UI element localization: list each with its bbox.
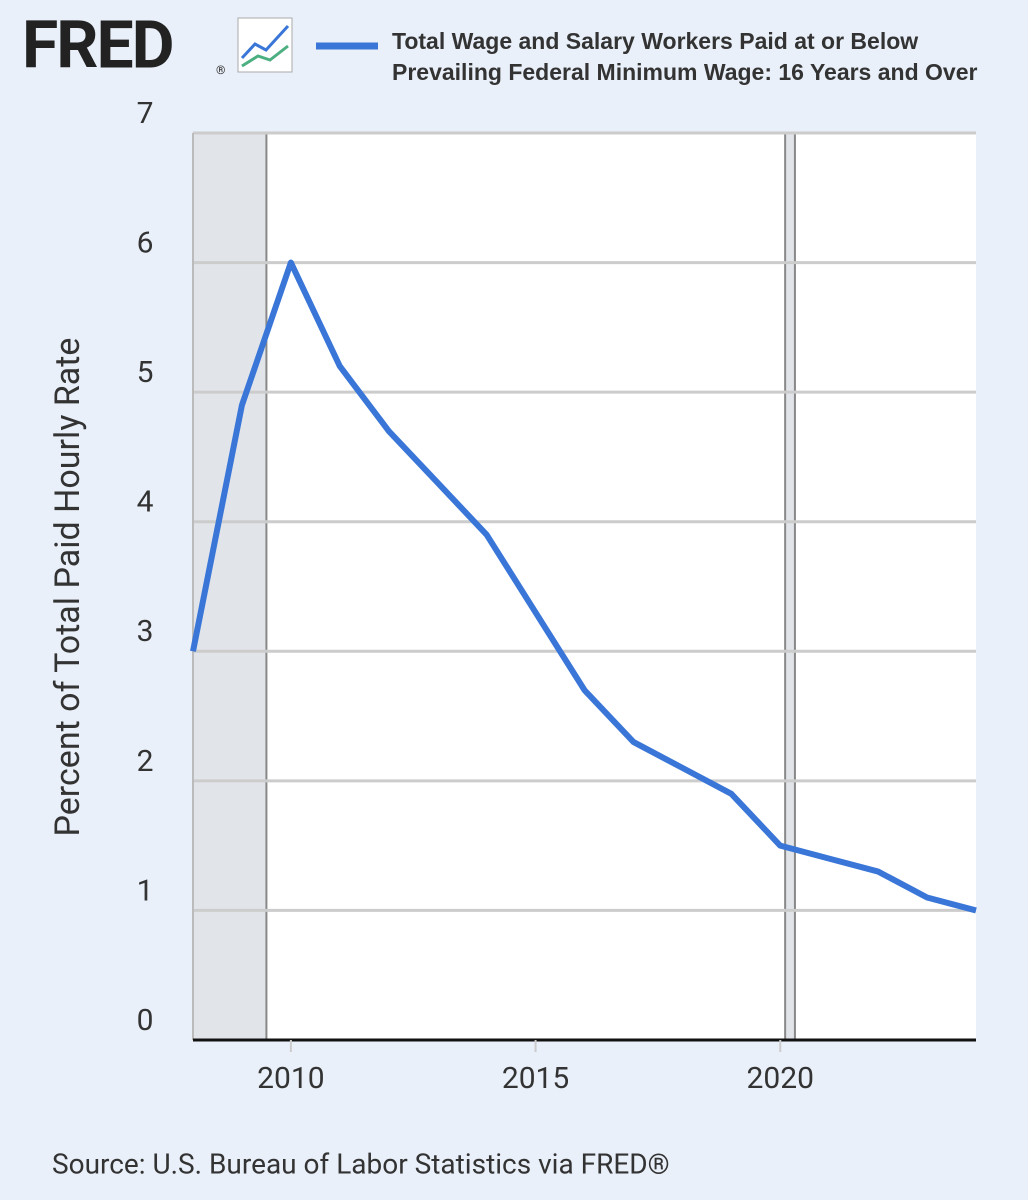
y-tick-label: 6 [137, 225, 154, 260]
x-tick-label: 2015 [502, 1061, 569, 1096]
y-tick-label: 2 [137, 744, 154, 779]
x-tick-label: 2020 [747, 1061, 814, 1096]
recession-shade [785, 133, 795, 1040]
data-line [190, 259, 977, 914]
logo: FRED [22, 7, 173, 84]
y-tick-label: 3 [137, 614, 154, 649]
y-tick-label: 7 [137, 96, 154, 131]
y-tick-label: 0 [137, 1003, 154, 1038]
legend-label: Total Wage and Salary Workers Paid at or… [392, 28, 978, 85]
source: Source: U.S. Bureau of Labor Statistics … [52, 1147, 670, 1180]
y-tick-label: 1 [137, 873, 154, 908]
y-tick-label: 4 [137, 485, 154, 520]
y-axis-label: Percent of Total Paid Hourly Rate [48, 338, 88, 837]
plot-area [193, 133, 976, 1040]
y-tick-label: 5 [137, 355, 154, 390]
x-tick-label: 2010 [257, 1061, 324, 1096]
logo-icon [237, 17, 293, 73]
logo-mark: ® [216, 63, 225, 77]
